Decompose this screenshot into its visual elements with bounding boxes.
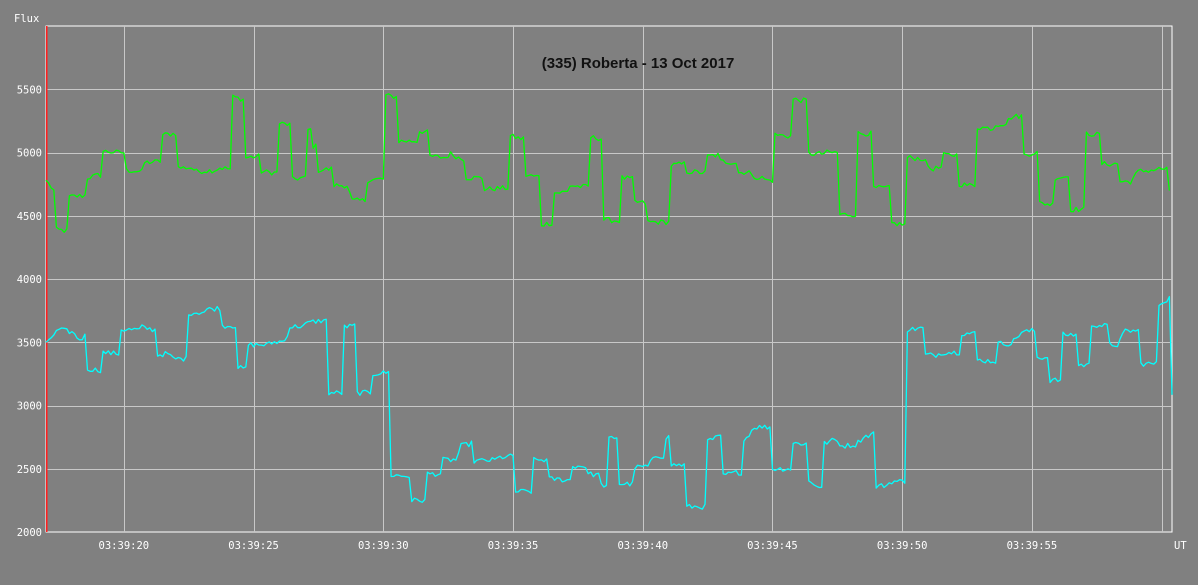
x-tick-label: 03:39:45 <box>747 540 798 552</box>
x-tick-label: 03:39:35 <box>488 540 539 552</box>
x-tick-label: 03:39:25 <box>228 540 279 552</box>
grid <box>45 25 1173 533</box>
y-tick-label: 4500 <box>17 211 42 223</box>
y-tick-label: 2500 <box>17 464 42 476</box>
series-2-line <box>45 295 1173 510</box>
plot-area <box>45 93 1173 510</box>
y-tick-label: 3500 <box>17 337 42 349</box>
y-tick-label: 3000 <box>17 401 42 413</box>
y-axis-label: Flux <box>14 13 39 25</box>
axis-labels: 2000 2500 3000 3500 4000 4500 5000 5500 03:39:20… <box>17 84 1057 552</box>
x-tick-label: 03:39:55 <box>1007 540 1058 552</box>
x-tick-label: 03:39:40 <box>617 540 668 552</box>
x-axis-label: UT <box>1174 540 1187 552</box>
y-tick-label: 5000 <box>17 148 42 160</box>
chart-title: (335) Roberta - 13 Oct 2017 <box>542 55 735 72</box>
x-tick-label: 03:39:50 <box>877 540 928 552</box>
y-tick-label: 4000 <box>17 274 42 286</box>
series-1-line <box>45 93 1171 233</box>
y-tick-label: 5500 <box>17 84 42 96</box>
y-tick-label: 2000 <box>17 527 42 539</box>
x-tick-label: 03:39:20 <box>99 540 150 552</box>
x-tick-label: 03:39:30 <box>358 540 409 552</box>
